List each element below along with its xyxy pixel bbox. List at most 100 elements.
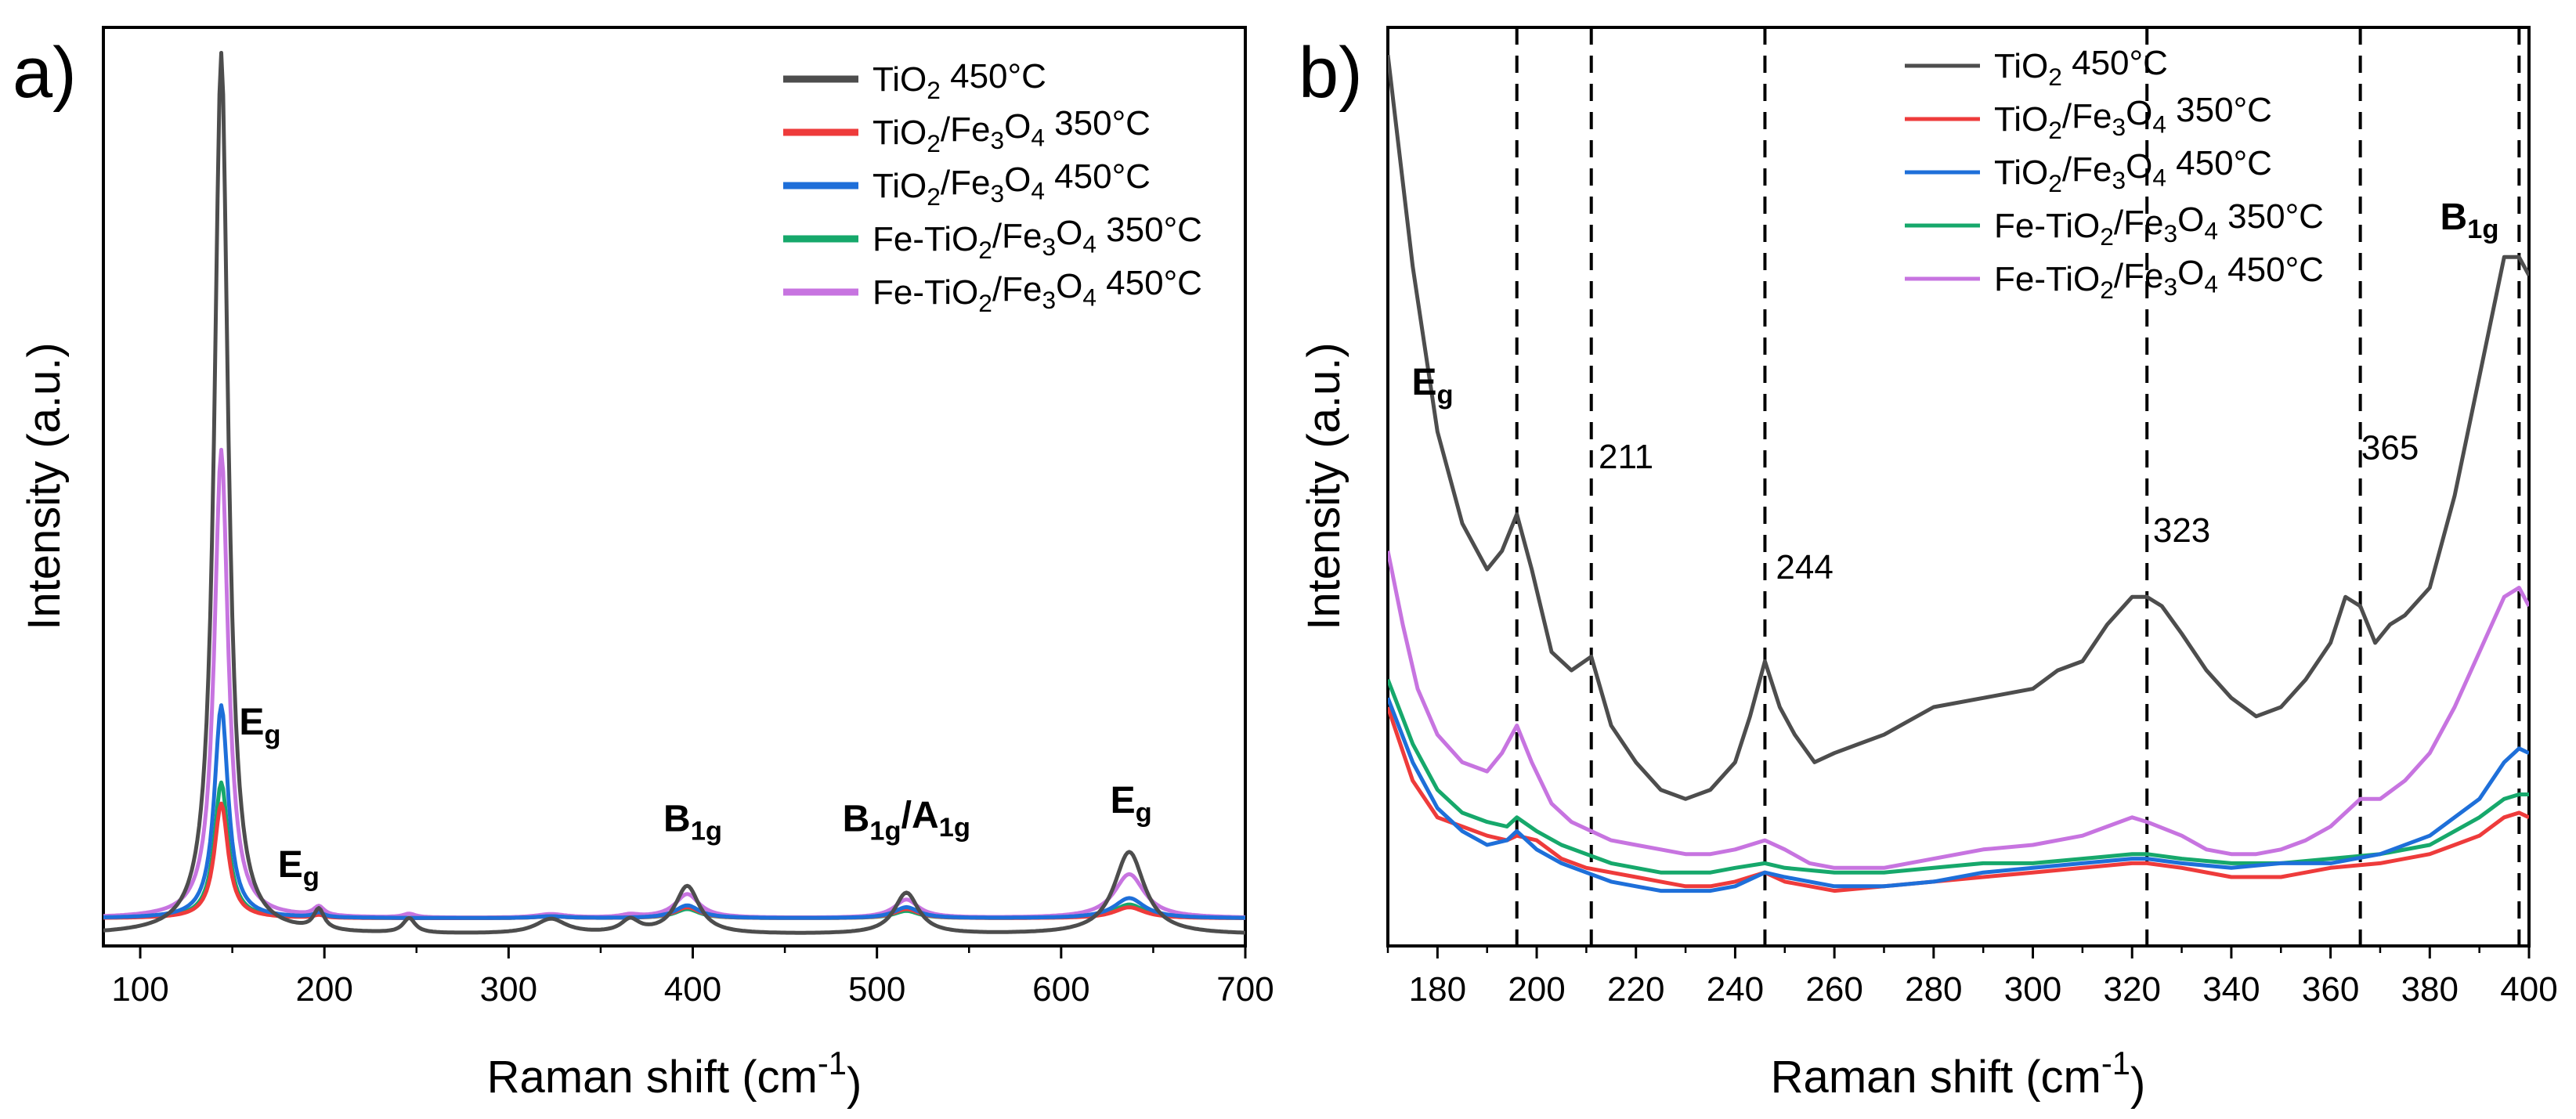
text-run: 3 <box>2112 113 2126 141</box>
legend-label-tio2_fe3o4_450: TiO2/Fe3O4 450°C <box>873 157 1151 211</box>
text-run: TiO <box>1994 153 2048 192</box>
x-tick-label: 400 <box>2500 970 2557 1009</box>
peak-annotation: Eg <box>1111 780 1152 828</box>
x-tick-label: 400 <box>664 970 721 1009</box>
panel-a-series <box>103 51 1245 935</box>
x-tick-label: 300 <box>2004 970 2061 1009</box>
text-run: -1 <box>818 1045 847 1081</box>
text-run: /Fe <box>941 164 991 202</box>
text-run: ) <box>2130 1059 2145 1110</box>
text-run: 4 <box>1031 176 1045 204</box>
text-run: 211 <box>1599 438 1653 476</box>
panel-b-x-axis-title: Raman shift (cm-1) <box>1771 1045 2146 1110</box>
legend-label-fe_tio2_fe3o4_450: Fe-TiO2/Fe3O4 450°C <box>1994 251 2324 304</box>
text-run: E <box>1411 362 1436 403</box>
x-tick-label: 180 <box>1409 970 1466 1009</box>
text-run: /Fe <box>992 270 1042 309</box>
text-run: 2 <box>2100 222 2114 251</box>
text-run: /Fe <box>941 110 991 149</box>
text-run: 1g <box>2467 215 2498 244</box>
text-run: /Fe <box>2114 204 2164 242</box>
text-run: Fe-TiO <box>873 273 978 312</box>
text-run: 244 <box>1776 548 1833 587</box>
text-run: 4 <box>1082 283 1097 311</box>
text-run: 3 <box>990 126 1004 154</box>
x-tick-label: 280 <box>1905 970 1962 1009</box>
text-run: 450°C <box>2166 144 2272 182</box>
peak-annotation: 244 <box>1776 548 1833 587</box>
text-run: 450°C <box>1045 157 1151 196</box>
text-run: /Fe <box>2062 150 2112 189</box>
peak-annotation: Eg <box>239 702 280 749</box>
text-run: O <box>1056 214 1082 252</box>
text-run: O <box>2126 94 2152 132</box>
text-run: 1g <box>691 816 722 846</box>
text-run: 4 <box>2204 269 2218 298</box>
text-run: TiO <box>873 167 927 205</box>
text-run: 1g <box>939 813 970 843</box>
text-run: TiO <box>1994 47 2048 85</box>
text-run: /Fe <box>2114 257 2164 295</box>
series-line-tio2_fe3o4_350 <box>1388 706 2529 893</box>
panel-b: b) 180 200 220 240 260 280 300 320 340 360 380 400 … <box>1299 26 2558 1110</box>
peak-annotation: 365 <box>2361 428 2419 467</box>
text-run: B <box>663 798 691 839</box>
text-run: 3 <box>1042 286 1056 314</box>
x-tick-label: 600 <box>1032 970 1089 1009</box>
panel-a-y-axis-title: Intensity (a.u.) <box>19 342 70 630</box>
text-run: 3 <box>990 179 1004 208</box>
text-run: 450°C <box>941 57 1046 96</box>
text-run: 350°C <box>2218 197 2324 236</box>
series-line-tio2_fe3o4_450 <box>103 703 1245 920</box>
text-run: B <box>2440 197 2467 238</box>
x-tick-label: 200 <box>295 970 352 1009</box>
text-run: 2 <box>978 236 992 264</box>
text-run: 3 <box>2112 166 2126 194</box>
text-run: 2 <box>2048 63 2062 91</box>
series-line-fe_tio2_fe3o4_450 <box>1388 550 2529 870</box>
legend-label-fe_tio2_fe3o4_350: Fe-TiO2/Fe3O4 350°C <box>1994 197 2324 251</box>
text-run: TiO <box>873 60 927 99</box>
panel-a-x-ticks: 100 200 300 400 500 600 700 <box>111 946 1274 1009</box>
text-run: 2 <box>2048 169 2062 197</box>
text-run: 3 <box>2163 219 2177 247</box>
legend-label-tio2_fe3o4_450: TiO2/Fe3O4 450°C <box>1994 144 2272 197</box>
text-run: 323 <box>2153 511 2210 550</box>
text-run: O <box>1056 267 1082 305</box>
series-line-tio2_fe3o4_450 <box>1388 697 2529 893</box>
series-line-fe_tio2_fe3o4_350 <box>1388 678 2529 875</box>
text-run: /Fe <box>992 217 1042 255</box>
text-run: 4 <box>2152 110 2166 138</box>
panel-a-plot-frame <box>102 26 1247 948</box>
x-tick-label: 200 <box>1508 970 1565 1009</box>
text-run: 2 <box>978 289 992 317</box>
text-run: 1g <box>869 816 901 846</box>
text-run: 2 <box>2048 116 2062 144</box>
legend-label-tio2_450: TiO2 450°C <box>1994 44 2168 91</box>
peak-annotation: B1g <box>2440 197 2498 244</box>
text-run: g <box>1436 380 1453 410</box>
peak-annotation: B1g/A1g <box>843 795 970 846</box>
text-run: 450°C <box>2218 251 2324 289</box>
x-tick-label: 220 <box>1607 970 1664 1009</box>
text-run: E <box>278 844 303 886</box>
peak-annotation: 211 <box>1599 438 1653 476</box>
text-run: O <box>2177 254 2204 292</box>
series-line-tio2_450 <box>103 51 1245 935</box>
x-tick-label: 320 <box>2104 970 2161 1009</box>
peak-annotation: Eg <box>1411 362 1453 410</box>
legend-label-tio2_fe3o4_350: TiO2/Fe3O4 350°C <box>873 104 1151 157</box>
text-run: 3 <box>1042 233 1056 261</box>
panel-b-series <box>1388 54 2529 893</box>
text-run: 2 <box>2100 276 2114 304</box>
peak-annotation: 323 <box>2153 511 2210 550</box>
text-run: g <box>1136 798 1152 828</box>
text-run: 3 <box>2163 273 2177 301</box>
text-run: 450°C <box>2062 44 2168 82</box>
peak-annotation: Eg <box>278 844 320 892</box>
